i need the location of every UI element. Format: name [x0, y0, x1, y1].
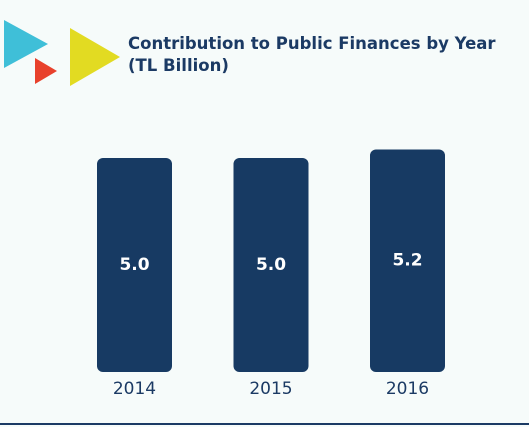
bar — [370, 149, 445, 372]
chart-subtitle: (TL Billion) — [128, 56, 229, 75]
decor-triangle-yellow — [70, 28, 120, 86]
x-tick-label: 2014 — [113, 379, 156, 399]
bar — [97, 158, 172, 372]
decor-triangle-red — [35, 58, 57, 84]
bar — [233, 158, 309, 372]
value-label: 5.0 — [119, 255, 149, 275]
chart-title: Contribution to Public Finances by Year — [128, 34, 496, 53]
value-label: 5.2 — [392, 251, 422, 271]
decor-triangle-cyan — [4, 20, 48, 68]
x-tick-label: 2015 — [249, 379, 292, 399]
value-label: 5.0 — [256, 255, 286, 275]
x-tick-label: 2016 — [386, 379, 429, 399]
